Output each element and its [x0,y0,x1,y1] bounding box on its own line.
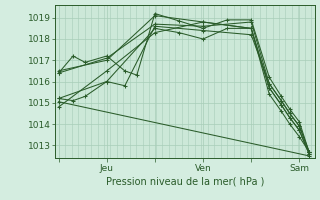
X-axis label: Pression niveau de la mer( hPa ): Pression niveau de la mer( hPa ) [106,177,264,187]
